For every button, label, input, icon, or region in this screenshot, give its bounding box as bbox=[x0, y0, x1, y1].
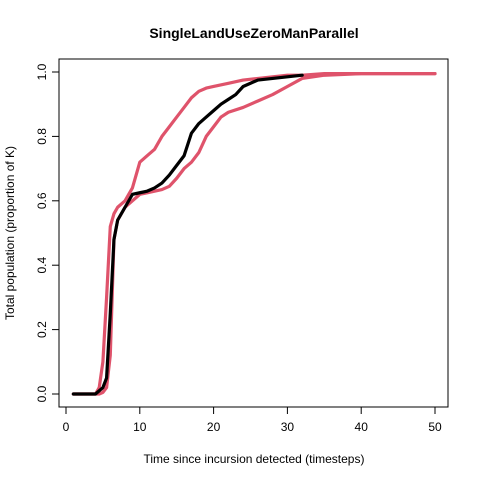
series-line-2 bbox=[71, 72, 437, 396]
x-axis-label: Time since incursion detected (timesteps… bbox=[144, 452, 365, 466]
y-tick-label: 0.2 bbox=[35, 321, 49, 338]
series-line-1 bbox=[71, 72, 437, 396]
x-tick-label: 50 bbox=[428, 420, 442, 434]
y-tick-label: 0.6 bbox=[35, 192, 49, 209]
y-axis-label: Total population (proportion of K) bbox=[3, 146, 17, 320]
x-tick-label: 30 bbox=[281, 420, 295, 434]
x-axis: 0 10 20 30 40 50 bbox=[63, 406, 442, 434]
y-tick-label: 1.0 bbox=[35, 63, 49, 80]
y-tick-label: 0.8 bbox=[35, 128, 49, 145]
x-tick-label: 0 bbox=[63, 420, 70, 434]
x-tick-label: 10 bbox=[133, 420, 147, 434]
series-line-3 bbox=[71, 73, 304, 396]
plot-frame bbox=[58, 58, 449, 408]
y-tick-label: 0.4 bbox=[35, 257, 49, 274]
x-tick-label: 40 bbox=[355, 420, 369, 434]
y-tick-label: 0.0 bbox=[35, 385, 49, 402]
chart-title: SingleLandUseZeroManParallel bbox=[149, 25, 358, 41]
y-axis: 0.0 0.2 0.4 0.6 0.8 1.0 bbox=[35, 63, 60, 402]
series-layer bbox=[71, 72, 437, 396]
x-tick-label: 20 bbox=[207, 420, 221, 434]
